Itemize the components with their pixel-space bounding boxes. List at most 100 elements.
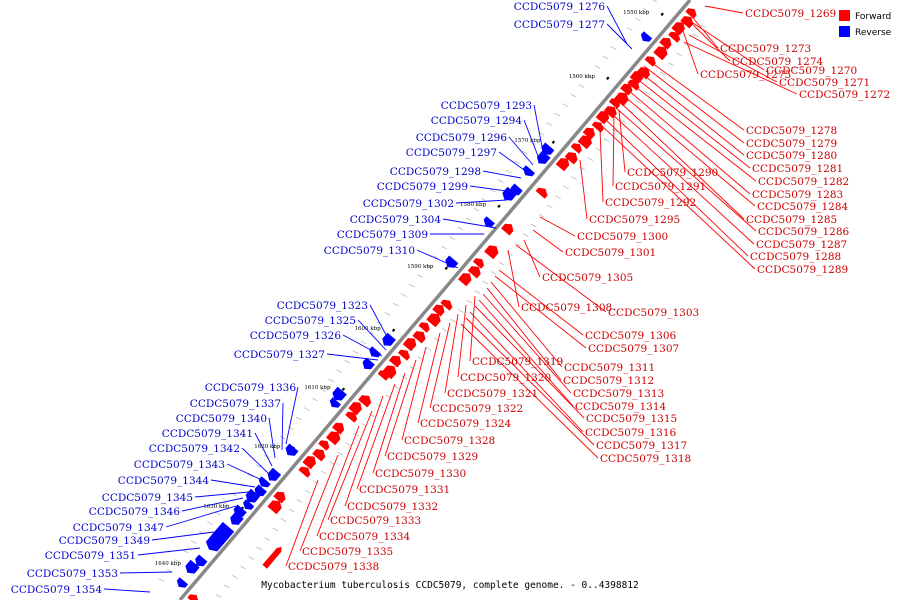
forward-gene-label[interactable]: CCDC5079_1315: [586, 413, 677, 425]
forward-gene-arrow[interactable]: [591, 121, 604, 133]
reverse-gene-label[interactable]: CCDC5079_1337: [190, 398, 281, 410]
forward-gene-arrow[interactable]: [382, 365, 397, 380]
forward-gene-label[interactable]: CCDC5079_1278: [746, 125, 837, 137]
forward-gene-label[interactable]: CCDC5079_1273: [720, 43, 811, 55]
reverse-gene-label[interactable]: CCDC5079_1276: [514, 1, 606, 13]
forward-gene-arrow[interactable]: [432, 304, 445, 317]
forward-gene-label[interactable]: CCDC5079_1333: [330, 515, 421, 527]
forward-gene-arrow[interactable]: [267, 500, 282, 515]
gene-labels[interactable]: CCDC5079_1269CCDC5079_1273CCDC5079_1274C…: [11, 1, 890, 596]
forward-gene-label[interactable]: CCDC5079_1270: [766, 65, 857, 77]
reverse-gene-label[interactable]: CCDC5079_1298: [390, 166, 481, 178]
forward-gene-arrow[interactable]: [348, 402, 362, 416]
forward-gene-arrow[interactable]: [187, 594, 199, 600]
forward-gene-label[interactable]: CCDC5079_1338: [288, 561, 379, 573]
forward-gene-arrow[interactable]: [680, 16, 694, 29]
reverse-gene-label[interactable]: CCDC5079_1297: [406, 147, 497, 159]
forward-gene-arrow[interactable]: [402, 338, 417, 352]
forward-gene-label[interactable]: CCDC5079_1332: [347, 501, 438, 513]
forward-gene-arrow[interactable]: [332, 422, 345, 435]
forward-gene-label[interactable]: CCDC5079_1316: [585, 427, 677, 439]
reverse-gene-label[interactable]: CCDC5079_1351: [45, 550, 136, 562]
reverse-gene-label[interactable]: CCDC5079_1340: [176, 413, 267, 425]
forward-gene-arrow[interactable]: [614, 92, 629, 107]
forward-gene-arrow[interactable]: [555, 158, 570, 172]
forward-gene-label[interactable]: CCDC5079_1313: [573, 388, 664, 400]
reverse-gene-label[interactable]: CCDC5079_1294: [431, 115, 523, 127]
reverse-gene-label[interactable]: CCDC5079_1345: [102, 492, 193, 504]
reverse-gene-arrow[interactable]: [245, 488, 261, 503]
forward-gene-label[interactable]: CCDC5079_1285: [746, 214, 837, 226]
reverse-gene-label[interactable]: CCDC5079_1346: [89, 506, 181, 518]
forward-gene-label[interactable]: CCDC5079_1289: [757, 264, 848, 276]
forward-gene-label[interactable]: CCDC5079_1330: [375, 468, 466, 480]
forward-gene-label[interactable]: CCDC5079_1274: [732, 56, 824, 68]
forward-gene-arrow[interactable]: [577, 135, 592, 150]
forward-gene-label[interactable]: CCDC5079_1311: [564, 362, 655, 374]
forward-gene-label[interactable]: CCDC5079_1314: [575, 401, 667, 413]
forward-gene-label[interactable]: CCDC5079_1301: [565, 247, 656, 259]
forward-gene-arrow[interactable]: [671, 22, 685, 36]
forward-gene-arrow[interactable]: [467, 266, 481, 279]
forward-gene-label[interactable]: CCDC5079_1300: [577, 231, 668, 243]
forward-gene-label[interactable]: CCDC5079_1306: [585, 330, 677, 342]
reverse-gene-label[interactable]: CCDC5079_1342: [149, 443, 240, 455]
forward-gene-arrow[interactable]: [620, 83, 633, 96]
forward-gene-label[interactable]: CCDC5079_1317: [596, 440, 687, 452]
reverse-gene-label[interactable]: CCDC5079_1304: [350, 214, 442, 226]
forward-gene-label[interactable]: CCDC5079_1322: [432, 403, 523, 415]
forward-gene-arrow[interactable]: [318, 440, 330, 451]
reverse-gene-label[interactable]: CCDC5079_1349: [59, 535, 150, 547]
forward-gene-arrow[interactable]: [458, 273, 472, 287]
reverse-gene-arrow[interactable]: [445, 255, 459, 268]
forward-gene-arrow[interactable]: [685, 8, 697, 19]
reverse-gene-label[interactable]: CCDC5079_1344: [118, 475, 210, 487]
forward-gene-label[interactable]: CCDC5079_1292: [605, 197, 696, 209]
forward-gene-label[interactable]: CCDC5079_1290: [627, 167, 718, 179]
reverse-gene-arrow[interactable]: [483, 216, 495, 227]
reverse-gene-label[interactable]: CCDC5079_1341: [162, 428, 253, 440]
forward-gene-label[interactable]: CCDC5079_1308: [521, 302, 612, 314]
reverse-gene-label[interactable]: CCDC5079_1277: [514, 19, 605, 31]
reverse-gene-arrow[interactable]: [267, 467, 282, 481]
forward-gene-label[interactable]: CCDC5079_1305: [542, 272, 633, 284]
reverse-gene-label[interactable]: CCDC5079_1296: [416, 132, 508, 144]
forward-gene-arrow[interactable]: [412, 331, 426, 344]
forward-gene-arrow[interactable]: [659, 37, 672, 50]
forward-gene-arrow[interactable]: [377, 370, 389, 381]
reverse-gene-arrow[interactable]: [285, 443, 299, 456]
forward-gene-label[interactable]: CCDC5079_1331: [359, 484, 450, 496]
reverse-gene-label[interactable]: CCDC5079_1326: [250, 330, 342, 342]
forward-gene-label[interactable]: CCDC5079_1286: [758, 226, 850, 238]
reverse-gene-label[interactable]: CCDC5079_1353: [27, 568, 118, 580]
forward-gene-arrow[interactable]: [273, 491, 286, 504]
forward-gene-arrow[interactable]: [388, 355, 402, 368]
forward-gene-label[interactable]: CCDC5079_1282: [758, 176, 849, 188]
forward-gene-arrow[interactable]: [312, 449, 326, 462]
forward-gene-arrow[interactable]: [570, 143, 582, 154]
reverse-gene-arrow[interactable]: [205, 521, 235, 552]
reverse-gene-arrow[interactable]: [176, 577, 188, 588]
reverse-gene-arrow[interactable]: [502, 186, 517, 201]
forward-gene-label[interactable]: CCDC5079_1329: [387, 451, 478, 463]
forward-gene-arrow[interactable]: [397, 349, 410, 361]
reverse-gene-arrow[interactable]: [243, 499, 255, 510]
forward-gene-label[interactable]: CCDC5079_1307: [588, 343, 679, 355]
reverse-gene-arrow[interactable]: [258, 476, 271, 488]
forward-gene-arrow[interactable]: [426, 313, 441, 328]
forward-gene-arrow[interactable]: [535, 187, 548, 199]
forward-gene-arrow[interactable]: [262, 546, 282, 569]
forward-gene-label[interactable]: CCDC5079_1287: [756, 239, 847, 251]
reverse-gene-label[interactable]: CCDC5079_1343: [134, 459, 225, 471]
forward-gene-arrow[interactable]: [440, 299, 453, 311]
reverse-gene-arrow[interactable]: [230, 511, 244, 525]
forward-gene-arrow[interactable]: [345, 411, 358, 423]
forward-gene-label[interactable]: CCDC5079_1320: [460, 372, 551, 384]
forward-gene-arrow[interactable]: [326, 431, 341, 446]
reverse-gene-arrow[interactable]: [329, 397, 341, 408]
forward-gene-label[interactable]: CCDC5079_1328: [404, 435, 495, 447]
forward-gene-arrow[interactable]: [636, 67, 650, 80]
reverse-gene-arrow[interactable]: [362, 357, 375, 370]
forward-gene-arrow[interactable]: [302, 456, 316, 470]
forward-gene-arrow[interactable]: [595, 111, 610, 125]
